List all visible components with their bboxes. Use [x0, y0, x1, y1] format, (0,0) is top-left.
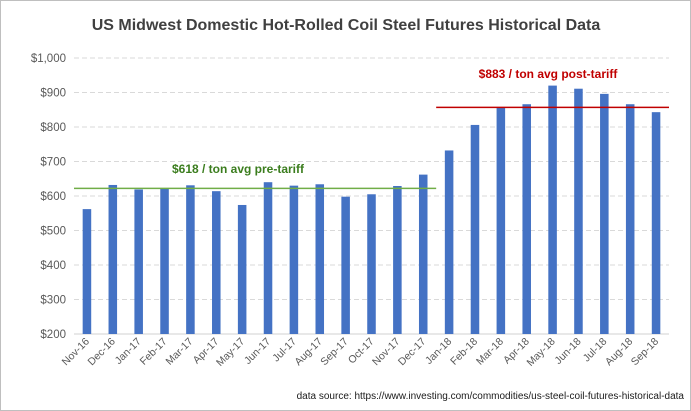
y-tick-label: $300 [40, 295, 66, 307]
x-tick-label: Sep-18 [629, 336, 662, 369]
x-tick-label: May-17 [214, 336, 247, 369]
reference-lines [74, 106, 669, 190]
bar [186, 185, 195, 334]
bar [496, 107, 506, 335]
bar [237, 204, 247, 334]
x-tick-label: Feb-17 [138, 336, 170, 368]
x-tick-label: Mar-18 [474, 336, 506, 368]
bar [160, 188, 169, 334]
data-source-note: data source: https://www.investing.com/c… [297, 391, 685, 402]
bar [625, 104, 635, 334]
post-tariff-average-label: $883 / ton avg post-tariff [479, 67, 619, 81]
bar [134, 189, 143, 334]
bar [600, 93, 609, 334]
bar [444, 150, 454, 334]
bar [82, 209, 92, 334]
x-tick-label: Dec-16 [85, 336, 118, 369]
bar [393, 185, 402, 334]
x-tick-label: Dec-17 [396, 336, 429, 369]
y-tick-label: $800 [40, 122, 66, 134]
x-tick-label: Aug-17 [292, 336, 325, 369]
y-tick-label: $700 [40, 157, 66, 169]
y-tick-label: $400 [40, 260, 66, 272]
bar [418, 174, 428, 334]
bar [574, 88, 583, 334]
bar [548, 85, 557, 334]
bar [315, 184, 325, 334]
y-tick-label: $600 [40, 191, 66, 203]
pre-tariff-average-label: $618 / ton avg pre-tariff [172, 162, 305, 176]
x-tick-label: Mar-17 [164, 336, 196, 368]
x-tick-label: Nov-17 [370, 336, 403, 369]
x-tick-label: Jun-17 [242, 336, 273, 367]
x-tick-label: Feb-18 [448, 336, 480, 368]
bar [212, 191, 221, 334]
x-tick-label: Sep-17 [318, 336, 351, 369]
bar [367, 194, 376, 334]
bar [522, 104, 531, 334]
x-tick-label: Jun-18 [552, 336, 583, 367]
x-tick-label: Aug-18 [603, 336, 636, 369]
bar [263, 182, 273, 334]
y-tick-label: $900 [40, 88, 66, 100]
x-axis-tick-labels: Nov-16Dec-16Jan-17Feb-17Mar-17Apr-17May-… [60, 336, 662, 369]
bar [341, 196, 350, 334]
y-tick-label: $1,000 [31, 53, 66, 65]
bar-series [82, 85, 661, 335]
bar [651, 112, 661, 334]
x-tick-label: May-18 [524, 336, 557, 369]
bar [108, 184, 118, 334]
bar [289, 185, 299, 334]
chart-title: US Midwest Domestic Hot-Rolled Coil Stee… [92, 17, 601, 34]
y-tick-label: $500 [40, 226, 66, 238]
y-tick-label: $200 [40, 329, 66, 341]
y-axis-tick-labels: $200 $300 $400 $500 $600 $700 $800 $900 $1,000 [31, 53, 66, 341]
bar [470, 124, 480, 335]
